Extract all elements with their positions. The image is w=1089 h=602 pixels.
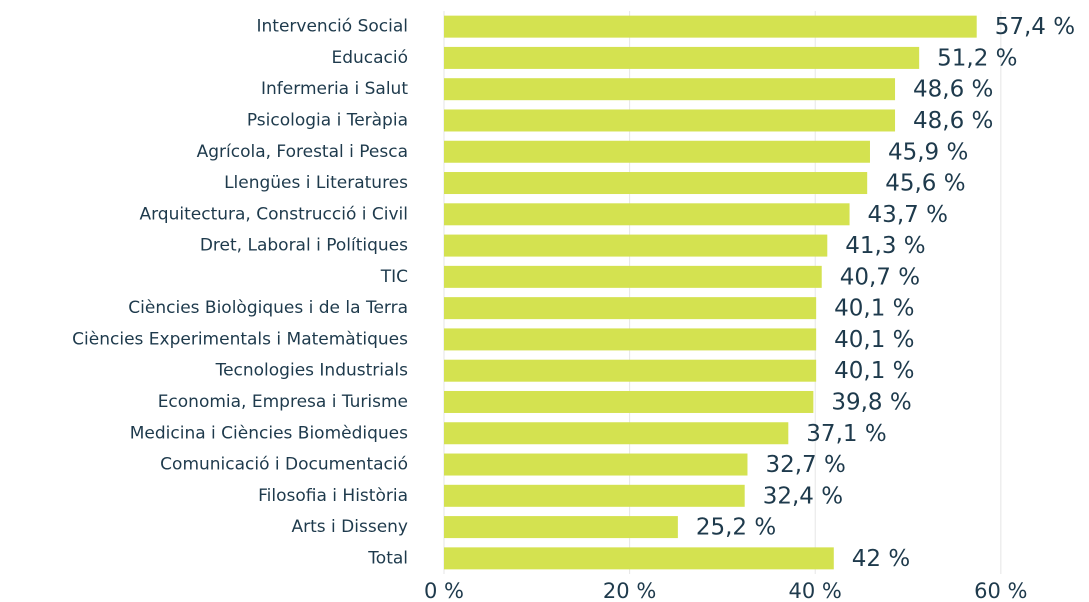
value-label: 41,3 % <box>845 233 925 259</box>
value-label: 57,4 % <box>995 14 1075 40</box>
x-tick-label: 20 % <box>603 579 656 602</box>
value-label: 45,9 % <box>888 139 968 165</box>
bar <box>444 359 817 382</box>
bar <box>444 390 814 413</box>
category-label: Arts i Disseny <box>292 517 409 537</box>
value-label: 40,1 % <box>834 296 914 322</box>
value-label: 39,8 % <box>831 389 911 415</box>
category-label: Psicologia i Teràpia <box>247 110 408 130</box>
x-tick-label: 40 % <box>789 579 842 602</box>
category-label: Filosofia i Història <box>258 486 408 506</box>
value-label: 32,7 % <box>765 452 845 478</box>
value-label: 48,6 % <box>913 77 993 103</box>
bar <box>444 453 748 476</box>
category-label: Comunicació i Documentació <box>160 455 408 475</box>
category-label: Ciències Experimentals i Matemàtiques <box>72 329 408 349</box>
category-label: Medicina i Ciències Biomèdiques <box>130 423 408 443</box>
category-label: Tecnologies Industrials <box>215 361 409 381</box>
bar <box>444 78 896 101</box>
x-tick-label: 0 % <box>424 579 464 602</box>
value-label: 40,1 % <box>834 327 914 353</box>
bar <box>444 484 745 507</box>
bar <box>444 46 920 69</box>
category-label: Ciències Biològiques i de la Terra <box>128 298 408 318</box>
category-label: Llengües i Literatures <box>224 173 408 193</box>
value-label: 25,2 % <box>696 515 776 541</box>
value-label: 45,6 % <box>885 171 965 197</box>
value-label: 40,1 % <box>834 358 914 384</box>
category-label: Infermeria i Salut <box>261 79 408 99</box>
category-label: Total <box>367 548 408 568</box>
bar <box>444 297 817 320</box>
category-label: Intervenció Social <box>257 17 408 37</box>
value-label: 42 % <box>852 546 910 572</box>
x-tick-label: 60 % <box>974 579 1027 602</box>
bar <box>444 15 977 38</box>
value-label: 48,6 % <box>913 108 993 134</box>
category-label: Educació <box>331 48 408 68</box>
bar <box>444 140 870 163</box>
bar <box>444 422 789 445</box>
bar <box>444 547 834 570</box>
value-label: 40,7 % <box>840 264 920 290</box>
bar <box>444 172 868 195</box>
bar <box>444 203 850 226</box>
category-label: Economia, Empresa i Turisme <box>158 392 408 412</box>
bar <box>444 328 817 351</box>
value-label: 32,4 % <box>763 483 843 509</box>
value-label: 37,1 % <box>806 421 886 447</box>
bar <box>444 265 822 288</box>
category-label: Agrícola, Forestal i Pesca <box>197 142 408 162</box>
bar <box>444 516 678 539</box>
bar <box>444 109 896 132</box>
bar <box>444 234 828 257</box>
category-label: TIC <box>380 267 408 287</box>
value-label: 43,7 % <box>868 202 948 228</box>
category-label: Arquitectura, Construcció i Civil <box>139 204 408 224</box>
value-label: 51,2 % <box>937 45 1017 71</box>
category-label: Dret, Laboral i Polítiques <box>200 236 408 256</box>
